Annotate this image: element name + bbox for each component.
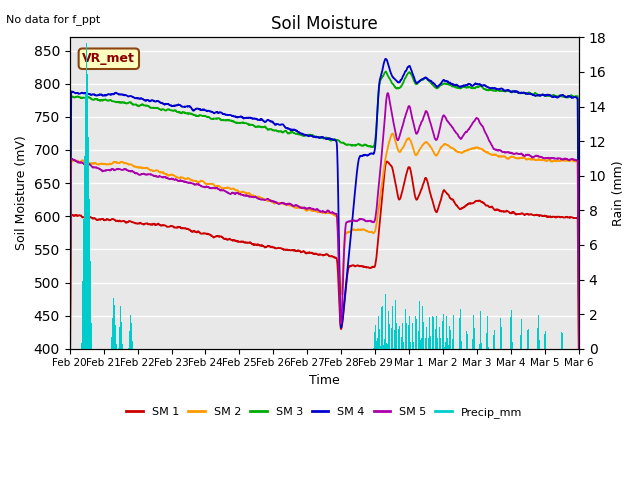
Y-axis label: Rain (mm): Rain (mm) xyxy=(612,160,625,226)
Text: VR_met: VR_met xyxy=(83,52,135,65)
Y-axis label: Soil Moisture (mV): Soil Moisture (mV) xyxy=(15,136,28,251)
Text: No data for f_ppt: No data for f_ppt xyxy=(6,14,100,25)
Title: Soil Moisture: Soil Moisture xyxy=(271,15,378,33)
X-axis label: Time: Time xyxy=(309,374,340,387)
Legend: SM 1, SM 2, SM 3, SM 4, SM 5, Precip_mm: SM 1, SM 2, SM 3, SM 4, SM 5, Precip_mm xyxy=(122,403,527,422)
